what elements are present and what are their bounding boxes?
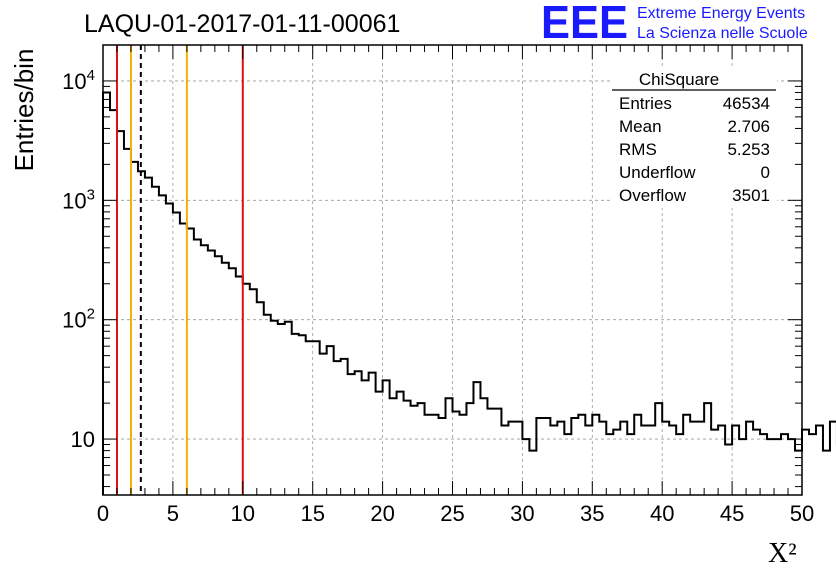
stats-label-entries: Entries [619,94,672,113]
x-tick-label: 50 [790,501,814,526]
stats-label-underflow: Underflow [619,163,696,182]
x-tick-label: 5 [167,501,179,526]
x-tick-labels: 0 5 10 15 20 25 30 35 40 45 50 [97,501,814,526]
x-axis-label: X² [768,538,797,569]
stats-label-overflow: Overflow [619,186,687,205]
stats-value-mean: 2.706 [727,117,770,136]
stats-label-mean: Mean [619,117,662,136]
y-tick-label: 103 [62,186,95,213]
stats-value-overflow: 3501 [732,186,770,205]
stats-label-rms: RMS [619,140,657,159]
histogram-series [102,91,836,495]
eee-logo: EEE [541,0,628,48]
stats-value-underflow: 0 [761,163,770,182]
x-tick-label: 25 [440,501,464,526]
y-tick-labels: 10 102 103 104 [62,67,95,452]
histogram-line [102,91,836,495]
y-tick-label: 10 [71,427,95,452]
marker-lines [115,45,244,495]
y-axis-label: Entries/bin [9,49,39,172]
x-tick-label: 0 [97,501,109,526]
stats-value-entries: 46534 [723,94,770,113]
y-tick-label: 104 [62,67,95,94]
stats-value-rms: 5.253 [727,140,770,159]
x-tick-label: 45 [720,501,744,526]
chart-title: LAQU-01-2017-01-11-00061 [84,10,400,38]
x-tick-label: 30 [510,501,534,526]
logo-line-1: Extreme Energy Events [637,5,805,22]
logo-line-2: La Scienza nelle Scuole [637,25,808,42]
x-tick-label: 40 [650,501,674,526]
axis-ticks [102,44,803,495]
x-tick-label: 10 [231,501,255,526]
stats-box: ChiSquare Entries 46534 Mean 2.706 RMS 5… [610,66,777,208]
x-tick-label: 15 [300,501,324,526]
x-tick-label: 20 [370,501,394,526]
stats-title: ChiSquare [639,70,719,89]
x-tick-label: 35 [580,501,604,526]
y-tick-label: 102 [62,306,95,333]
